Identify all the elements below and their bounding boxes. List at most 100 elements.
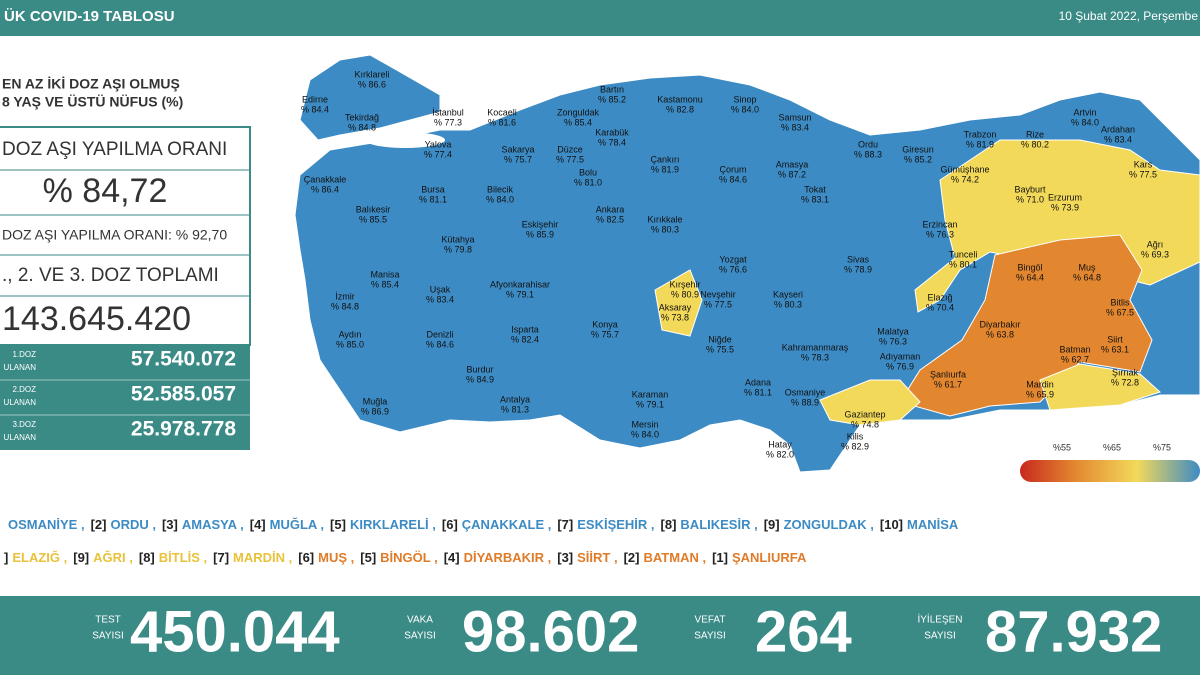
province-value: % 62.7	[1061, 354, 1089, 364]
province-name: Nevşehir	[700, 289, 736, 299]
province-name: Kayseri	[773, 289, 803, 299]
marmara-sea	[365, 132, 445, 148]
yellow-region	[819, 379, 921, 426]
ranking-name: ORDU ,	[110, 517, 156, 532]
province-value: % 88.9	[791, 397, 819, 407]
province-value: % 75.7	[504, 154, 532, 164]
province-name: Erzurum	[1048, 192, 1082, 202]
province-value: % 85.5	[359, 214, 387, 224]
rank: [3]	[557, 550, 573, 565]
province-value: % 77.4	[424, 149, 452, 159]
rank: [7]	[213, 550, 229, 565]
province-value: % 85.4	[564, 117, 592, 127]
ranking-name: KIRKLARELİ ,	[350, 517, 436, 532]
ranking-name: ELAZIĞ ,	[12, 550, 67, 565]
province-value: % 86.4	[311, 184, 339, 194]
province-name: Kocaeli	[487, 107, 517, 117]
province-name: Artvin	[1073, 107, 1096, 117]
province-name: Tunceli	[949, 249, 978, 259]
stat-label: SAYISI	[694, 631, 726, 642]
province-value: % 86.9	[361, 406, 389, 416]
province-value: % 81.1	[744, 387, 772, 397]
legend-label: %75	[1153, 442, 1171, 452]
dose-box	[0, 345, 250, 450]
rank: [10]	[880, 517, 903, 532]
province-name: Konya	[592, 319, 618, 329]
province-name: Düzce	[557, 144, 583, 154]
legend-label: %55	[1053, 442, 1071, 452]
province-name: Ağrı	[1147, 239, 1164, 249]
thrace	[299, 54, 441, 141]
legend: %55 %65 %75	[1020, 442, 1200, 482]
province-value: % 78.4	[598, 137, 626, 147]
ranking-name: BİTLİS ,	[159, 550, 207, 565]
province-value: % 81.6	[488, 117, 516, 127]
rank: [4]	[444, 550, 460, 565]
province-value: % 85.2	[904, 154, 932, 164]
rank: [2]	[624, 550, 640, 565]
province-name: Samsun	[778, 112, 811, 122]
stats-bar	[0, 596, 1200, 675]
stat-label: SAYISI	[404, 631, 436, 642]
province-name: Trabzon	[964, 129, 997, 139]
province-value: % 82.8	[666, 104, 694, 114]
ranking-name: MUĞLA ,	[270, 517, 324, 532]
province-name: Bayburt	[1014, 184, 1046, 194]
ranking-name: MANİSA	[907, 517, 959, 532]
province-value: % 73.8	[661, 312, 689, 322]
province-name: Çankırı	[650, 154, 679, 164]
province-name: İstanbul	[432, 107, 464, 117]
province-name: Karaman	[632, 389, 669, 399]
province-value: % 81.9	[651, 164, 679, 174]
province-value: % 83.4	[1104, 134, 1132, 144]
rank: [8]	[139, 550, 155, 565]
province-value: % 77.5	[556, 154, 584, 164]
ranking-name: BATMAN ,	[643, 550, 706, 565]
province-value: % 81.3	[501, 404, 529, 414]
province-value: % 86.6	[358, 79, 386, 89]
total: 143.645.420	[2, 300, 191, 338]
ranking-line: OSMANİYE , [2] ORDU , [3] AMASYA , [4] MUĞLA ,…	[8, 517, 959, 532]
rank: [7]	[557, 517, 573, 532]
stat-value: 450.044	[130, 599, 340, 664]
province-value: % 75.5	[706, 344, 734, 354]
province-value: % 84.6	[426, 339, 454, 349]
province-value: % 81.9	[966, 139, 994, 149]
province-name: Mersin	[631, 419, 658, 429]
ranking-name: MUŞ ,	[318, 550, 354, 565]
province-name: Yalova	[425, 139, 452, 149]
province-value: % 65.9	[1026, 389, 1054, 399]
province-value: % 84.0	[631, 429, 659, 439]
ranking-name: BİNGÖL ,	[380, 550, 438, 565]
province-value: % 69.3	[1141, 249, 1169, 259]
province-value: % 84.4	[301, 104, 329, 114]
province-value: % 84.6	[719, 174, 747, 184]
province-value: % 78.9	[844, 264, 872, 274]
province-value: % 82.0	[766, 449, 794, 459]
panel-heading: EN AZ İKİ DOZ AŞI OLMUŞ	[2, 76, 180, 92]
rate-label: DOZ AŞI YAPILMA ORANI	[2, 139, 227, 160]
province-name: Batman	[1059, 344, 1090, 354]
province-value: % 77.5	[704, 299, 732, 309]
province-value: % 80.1	[949, 259, 977, 269]
dose-label: ULANAN	[4, 398, 37, 407]
province-name: Çorum	[719, 164, 746, 174]
panel-heading: 8 YAŞ VE ÜSTÜ NÜFUS (%)	[2, 94, 183, 110]
left-panel: EN AZ İKİ DOZ AŞI OLMUŞ 8 YAŞ VE ÜSTÜ NÜ…	[0, 76, 251, 450]
ranking-name: BALIKESİR ,	[680, 517, 757, 532]
dose-value: 25.978.778	[131, 418, 236, 441]
province-name: Ordu	[858, 139, 878, 149]
dose-label: 3.DOZ	[12, 420, 36, 429]
province-value: % 77.5	[1129, 169, 1157, 179]
ranking-name: AĞRI ,	[93, 550, 133, 565]
province-name: Adıyaman	[880, 351, 921, 361]
province-value: % 85.2	[598, 94, 626, 104]
province-value: % 80.3	[651, 224, 679, 234]
province-name: Aydın	[339, 329, 362, 339]
province-value: % 74.8	[851, 419, 879, 429]
ranking-name: AMASYA ,	[182, 517, 244, 532]
province-name: Bingöl	[1017, 262, 1042, 272]
ranking-name: ESKİŞEHİR ,	[577, 517, 654, 532]
rank: [3]	[162, 517, 178, 532]
province-name: Giresun	[902, 144, 934, 154]
